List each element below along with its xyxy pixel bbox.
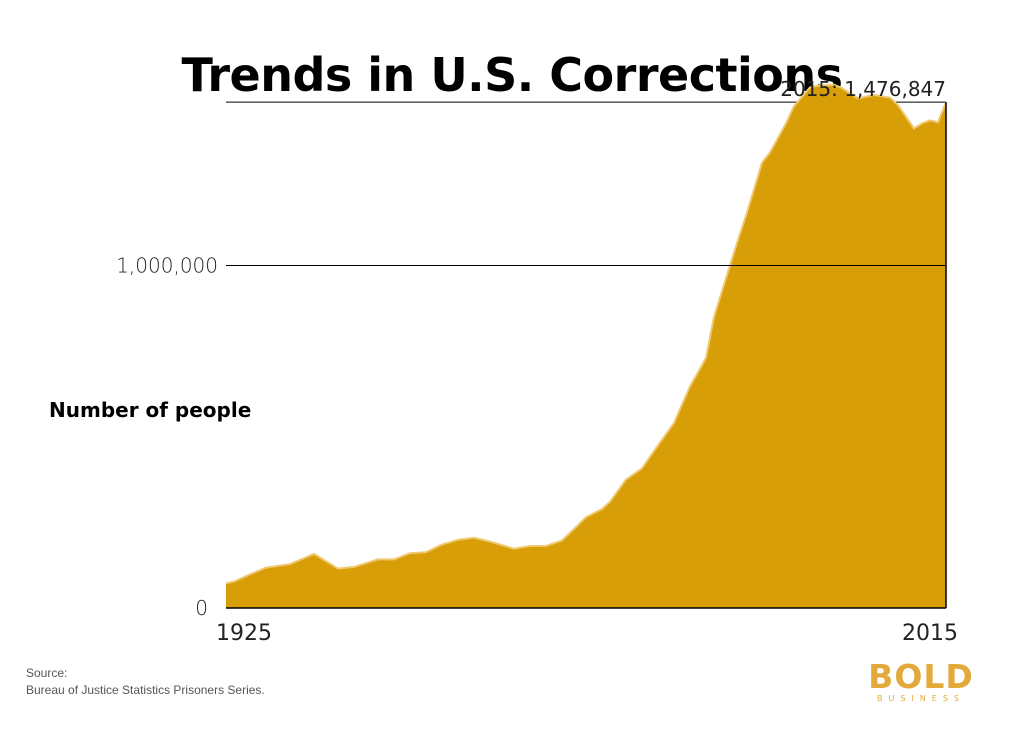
bold-business-logo: BOLD BUSINESS xyxy=(866,657,976,704)
y-tick-label-1: 1,000,000 xyxy=(116,254,218,278)
source-text: Bureau of Justice Statistics Prisoners S… xyxy=(26,683,265,697)
tick-labels: 0 1,000,000 1925 2015 2015: 1,476,847 xyxy=(116,77,958,646)
reference-label: 2015: 1,476,847 xyxy=(780,77,946,101)
logo-main-text: BOLD xyxy=(868,657,974,696)
x-tick-label-start: 1925 xyxy=(216,621,272,646)
source-note: Source: Bureau of Justice Statistics Pri… xyxy=(26,665,265,699)
series-area xyxy=(226,84,946,608)
series-line xyxy=(225,83,947,585)
y-axis-label: Number of people xyxy=(49,398,252,422)
y-tick-label-0: 0 xyxy=(195,596,208,620)
axes xyxy=(226,102,947,609)
source-label: Source: xyxy=(26,666,68,680)
x-tick-label-end: 2015 xyxy=(902,621,958,646)
logo-sub-text: BUSINESS xyxy=(877,694,965,703)
chart-title: Trends in U.S. Corrections xyxy=(181,48,843,102)
area-layer xyxy=(225,83,947,608)
